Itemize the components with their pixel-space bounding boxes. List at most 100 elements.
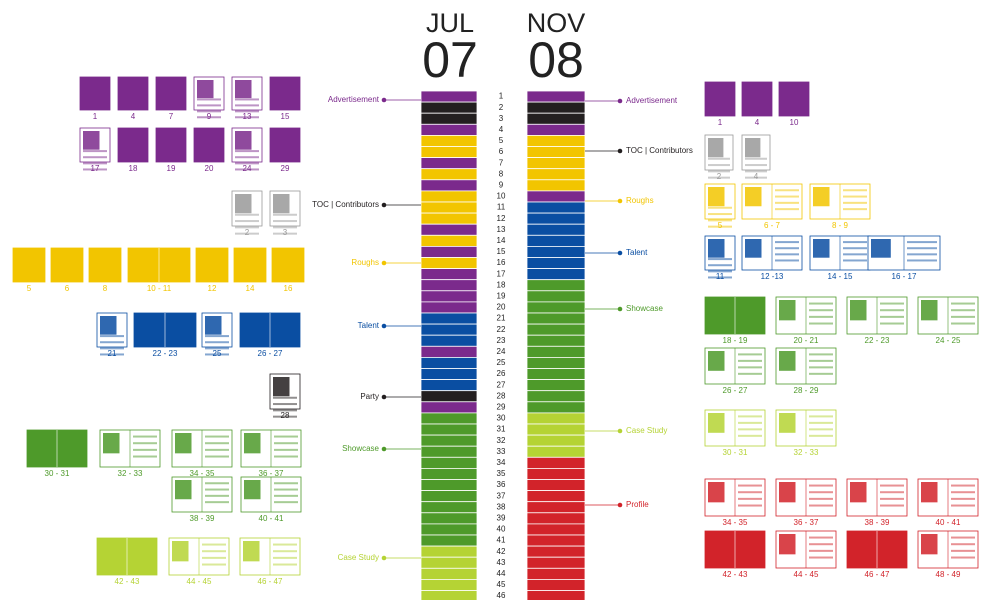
thumbnail-label: 38 - 39 — [190, 514, 215, 523]
page-number: 27 — [497, 380, 506, 389]
thumbnail-text — [708, 258, 732, 261]
thumbnail-block — [708, 239, 725, 258]
thumbnail-label: 14 — [246, 284, 255, 293]
thumbnail-text — [205, 435, 229, 438]
thumbnail-text — [708, 164, 730, 167]
page-number: 31 — [497, 425, 506, 434]
thumbnail-text — [809, 322, 833, 325]
thumbnail-text — [273, 226, 297, 229]
page-row — [420, 290, 478, 303]
thumbnail-text — [83, 156, 107, 159]
thumbnail-block — [745, 239, 762, 258]
thumbnail-text — [809, 359, 833, 362]
thumbnail-text — [951, 549, 975, 552]
page-number: 5 — [499, 136, 504, 145]
page-number: 12 — [497, 214, 506, 223]
thumbnail-text — [235, 104, 259, 107]
thumbnail-label: 17 — [91, 164, 100, 173]
thumbnail-label: 42 - 43 — [115, 577, 140, 586]
thumbnail-block — [235, 80, 252, 99]
thumbnail-text — [100, 347, 124, 350]
thumbnail-text — [273, 543, 297, 546]
page-number: 7 — [499, 158, 504, 167]
page-row — [526, 257, 586, 270]
page-number: 21 — [497, 314, 506, 323]
thumbnail-block — [100, 316, 117, 335]
thumbnail-text — [951, 497, 975, 500]
thumbnail — [88, 247, 122, 283]
thumbnail-text — [809, 366, 833, 369]
label-dot — [381, 260, 387, 266]
thumbnail-text — [843, 201, 867, 204]
thumbnail-text — [100, 353, 124, 356]
thumbnail-text — [880, 504, 904, 507]
thumbnail-text — [738, 484, 762, 487]
thumbnail-text — [205, 442, 229, 445]
page-number: 46 — [497, 591, 506, 600]
page-row — [526, 290, 586, 303]
page-row — [420, 112, 478, 125]
page-row — [526, 445, 586, 458]
thumbnail-label: 7 — [169, 112, 174, 121]
thumbnail-text — [273, 563, 297, 566]
page-row — [420, 412, 478, 425]
thumbnail-label: 16 - 17 — [892, 272, 917, 281]
thumbnail-text — [843, 189, 867, 192]
thumbnail-text — [951, 484, 975, 487]
page-row — [420, 434, 478, 447]
page-number: 43 — [497, 558, 506, 567]
page-number: 18 — [497, 280, 506, 289]
thumbnail-label: 44 - 45 — [187, 577, 212, 586]
label-dot — [617, 198, 623, 204]
section-label: TOC | Contributors — [626, 146, 693, 155]
label-dot — [617, 148, 623, 154]
thumbnail-label: 40 - 41 — [936, 518, 961, 527]
thumbnail-text — [738, 359, 762, 362]
section-label: TOC | Contributors — [312, 200, 379, 209]
page-row — [526, 456, 586, 469]
page-row — [526, 168, 586, 181]
page-row — [526, 312, 586, 325]
thumbnail-text — [133, 435, 157, 438]
thumbnail-text — [809, 434, 833, 437]
thumbnail — [50, 247, 84, 283]
thumbnail-text — [951, 543, 975, 546]
page-number: 2 — [499, 103, 504, 112]
page-number: 22 — [497, 325, 506, 334]
label-dot — [381, 394, 387, 400]
thumbnail-block — [745, 187, 762, 207]
page-number: 13 — [497, 225, 506, 234]
thumbnail-label: 11 — [716, 272, 725, 281]
page-row — [526, 201, 586, 214]
thumbnail-text — [809, 543, 833, 546]
thumbnail-label: 20 — [205, 164, 214, 173]
thumbnail-text — [235, 168, 259, 171]
thumbnail-block — [779, 300, 796, 321]
page-row — [526, 123, 586, 136]
thumbnail-text — [951, 302, 975, 305]
page-row — [420, 345, 478, 358]
thumbnail-text — [235, 162, 259, 165]
page-number: 20 — [497, 303, 506, 312]
thumbnail-text — [273, 403, 297, 406]
page-row — [420, 390, 478, 403]
page-row — [420, 257, 478, 270]
page-row — [420, 490, 478, 503]
page-row — [420, 534, 478, 547]
thumbnail-block — [243, 541, 260, 562]
thumbnail-text — [235, 220, 259, 223]
page-row — [420, 201, 478, 214]
thumbnail-text — [880, 497, 904, 500]
page-row — [526, 534, 586, 547]
thumbnail-text — [235, 226, 259, 229]
thumbnail-label: 6 - 7 — [764, 221, 781, 230]
thumbnail-text — [197, 116, 221, 119]
thumbnail-text — [133, 448, 157, 451]
thumbnail-text — [197, 110, 221, 113]
page-row — [526, 490, 586, 503]
page-row — [526, 567, 586, 580]
page-number: 25 — [497, 358, 506, 367]
page-row — [420, 479, 478, 492]
thumbnail-text — [809, 372, 833, 375]
thumbnail-text — [708, 157, 730, 160]
